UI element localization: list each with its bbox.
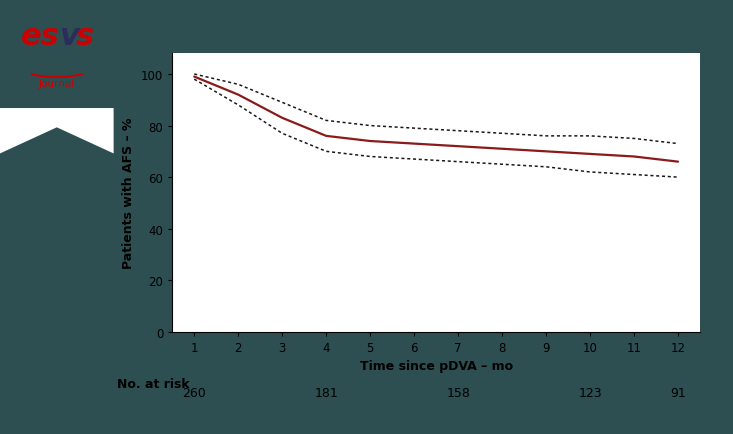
Text: v: v: [59, 22, 79, 51]
Text: 181: 181: [314, 386, 338, 399]
Text: es: es: [21, 22, 59, 51]
Text: Journal: Journal: [39, 79, 75, 89]
Text: No. at risk: No. at risk: [117, 378, 190, 391]
Text: 91: 91: [670, 386, 686, 399]
Y-axis label: Patients with AFS – %: Patients with AFS – %: [122, 118, 136, 269]
Polygon shape: [0, 108, 114, 154]
X-axis label: Time since pDVA – mo: Time since pDVA – mo: [360, 359, 512, 372]
Text: 260: 260: [183, 386, 206, 399]
Text: 158: 158: [446, 386, 470, 399]
Text: s: s: [76, 22, 95, 51]
Text: 123: 123: [578, 386, 602, 399]
